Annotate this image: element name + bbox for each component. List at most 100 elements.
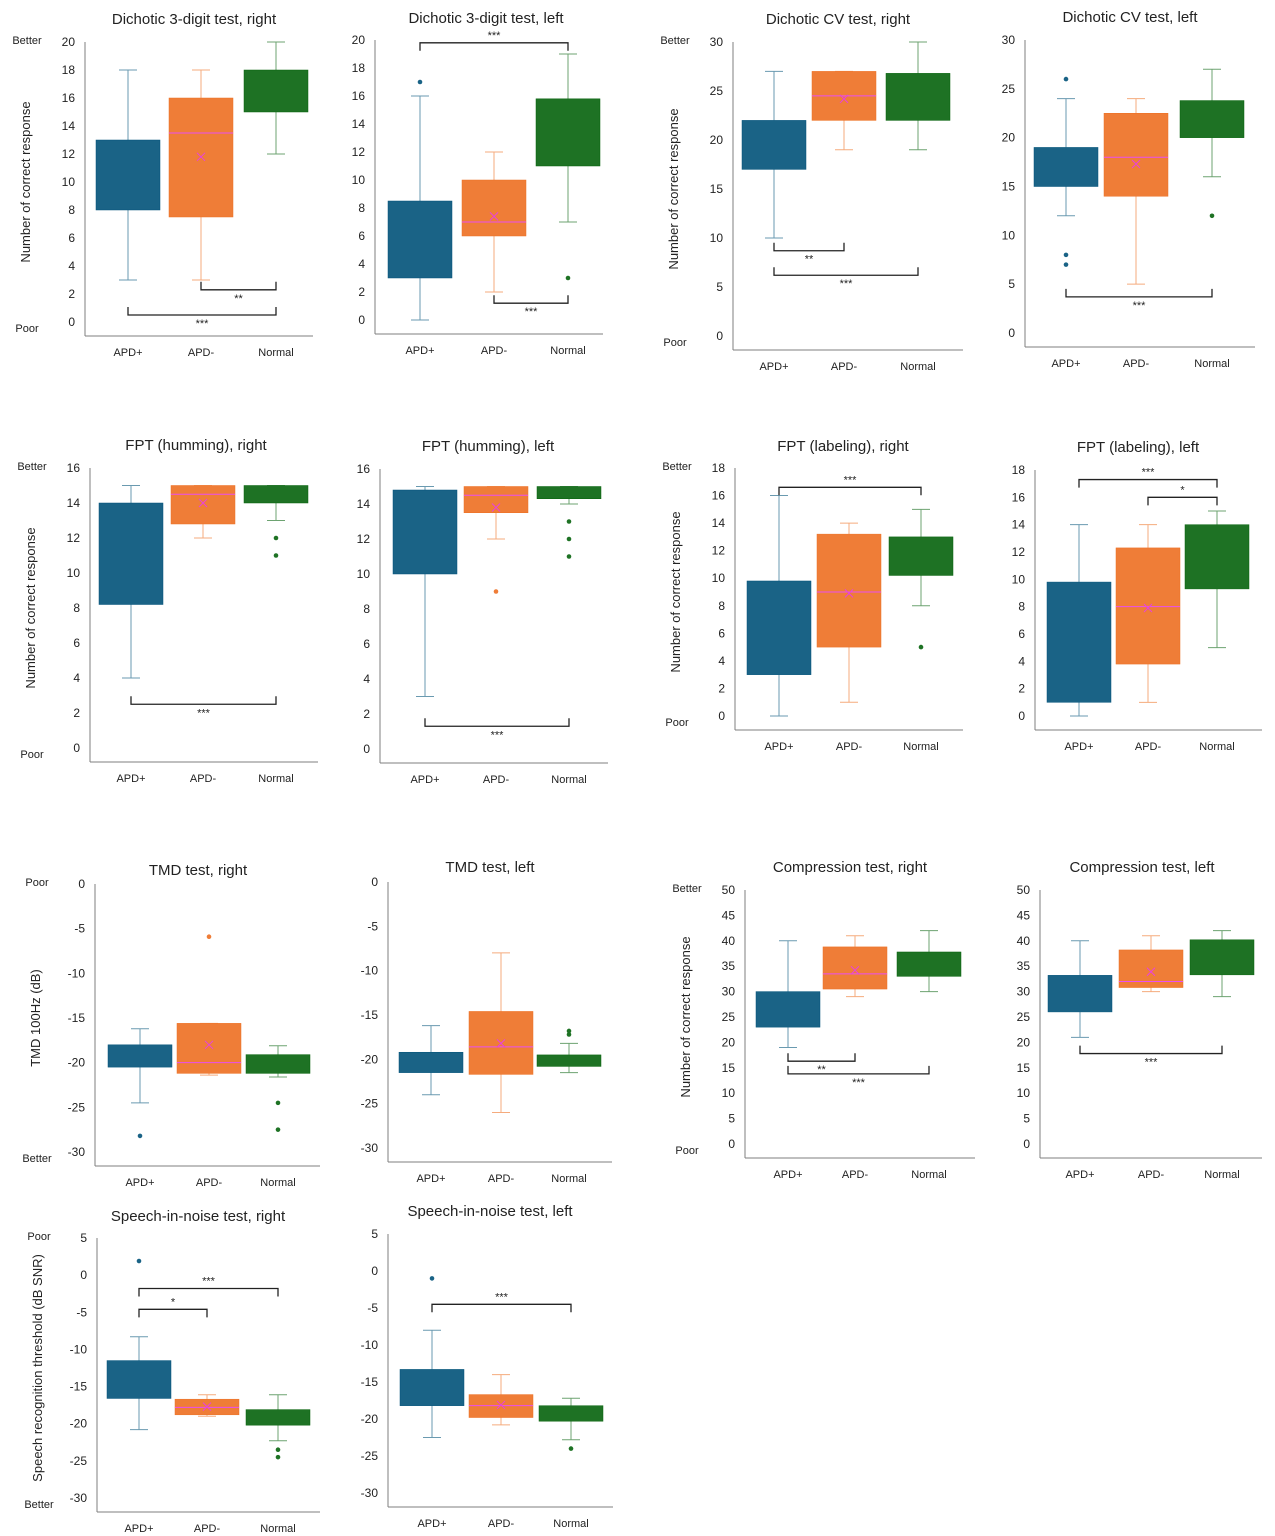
outlier-point (566, 519, 572, 524)
chart-panel-6: FPT (humming), left 16 14 12 10 8 6 4 2 0 APD+ APD-… (357, 438, 608, 786)
outlier-point (206, 934, 212, 940)
box-normal (243, 69, 309, 113)
category-label: Normal (260, 1523, 295, 1535)
y-tick-label: 14 (352, 117, 366, 131)
y-tick-label: 10 (1017, 1086, 1031, 1100)
category-label: APD- (836, 741, 863, 753)
chart-panel-13: Speech-in-noise test, right 5 0 -5 -10 -15 -20… (24, 1208, 320, 1535)
chart-panel-7: FPT (labeling), right 18 16 14 12 10 8 6 4 2 0 Bett… (662, 438, 963, 753)
y-tick-label: 0 (358, 313, 365, 327)
outlier-point (565, 275, 571, 281)
outlier-point (1063, 252, 1069, 258)
y-tick-label: 20 (722, 1035, 736, 1049)
chart-title: Compression test, right (773, 859, 928, 876)
y-tick-label: 25 (722, 1010, 736, 1024)
box-normal (535, 98, 601, 167)
outlier-point (273, 553, 279, 558)
chart-panel-3: Dichotic CV test, right 30 25 20 15 10 5 0 Bette… (660, 11, 963, 373)
mean-marker (202, 1402, 212, 1411)
y-tick-label: 15 (710, 182, 724, 196)
mean-marker (850, 965, 860, 975)
box-normal (245, 1409, 311, 1426)
significance-bracket (419, 42, 569, 51)
category-label: APD+ (113, 347, 142, 359)
box-apdplus (741, 120, 807, 170)
category-label: APD- (488, 1173, 515, 1185)
y-tick-label: -15 (361, 1008, 379, 1022)
y-tick-label: 16 (62, 91, 76, 105)
y-tick-label: 0 (78, 877, 85, 891)
y-tick-label: -5 (76, 1305, 87, 1319)
y-tick-label: 5 (80, 1231, 87, 1245)
chart-panel-10: TMD test, left 0 -5 -10 -15 -20 -25 -30 APD+ APD-… (361, 859, 612, 1185)
significance-label: *** (202, 1276, 216, 1288)
significance-bracket (138, 1287, 279, 1297)
mean-marker (1143, 603, 1153, 613)
box-normal (245, 1054, 311, 1074)
y-tick-label: 14 (357, 497, 371, 511)
y-tick-label: -30 (361, 1141, 379, 1155)
outlier-point (1063, 262, 1069, 267)
y-tick-label: 12 (1012, 545, 1026, 559)
y-tick-label: 6 (358, 229, 365, 243)
box-normal (1189, 939, 1255, 976)
category-label: APD+ (1051, 358, 1080, 370)
significance-bracket (130, 696, 277, 705)
category-label: Normal (551, 1173, 586, 1185)
outlier-point (568, 1446, 574, 1451)
box-normal (536, 1054, 602, 1067)
category-label: APD- (190, 773, 217, 785)
box-apdplus (107, 1044, 173, 1068)
box-apdminus (822, 946, 888, 990)
y-tick-label: 50 (722, 883, 736, 897)
significance-bracket (787, 1053, 856, 1062)
chart-title: Speech-in-noise test, right (111, 1208, 286, 1225)
category-label: Normal (551, 774, 586, 786)
significance-bracket (773, 267, 919, 276)
category-label: Normal (258, 347, 293, 359)
y-tick-label: 15 (722, 1061, 736, 1075)
significance-label: *** (197, 707, 211, 719)
y-tick-label: 2 (358, 285, 365, 299)
significance-label: *** (525, 306, 539, 318)
category-label: Normal (900, 361, 935, 373)
y-tick-label: 8 (68, 203, 75, 217)
y-axis-title: TMD 100Hz (dB) (28, 969, 43, 1067)
y-tick-label: 25 (1017, 1010, 1031, 1024)
category-label: APD- (483, 774, 510, 786)
significance-bracket (773, 242, 845, 252)
box-apdminus (1115, 547, 1181, 665)
y-tick-label: -30 (361, 1486, 379, 1500)
y-tick-label: 4 (68, 259, 75, 273)
outlier-point (273, 535, 279, 541)
top-quality-label: Better (672, 883, 702, 895)
category-label: Normal (1194, 358, 1229, 370)
significance-bracket (1065, 288, 1213, 298)
box-normal (888, 536, 954, 576)
top-quality-label: Better (660, 35, 690, 47)
category-label: Normal (1204, 1169, 1239, 1181)
significance-bracket (1079, 1045, 1223, 1055)
category-label: APD+ (410, 774, 439, 786)
y-tick-label: 20 (1017, 1035, 1031, 1049)
y-tick-label: 14 (1012, 518, 1026, 532)
outlier-point (137, 1133, 143, 1139)
y-tick-label: 5 (1008, 277, 1015, 291)
box-normal (1184, 524, 1250, 590)
bottom-quality-label: Poor (663, 337, 687, 349)
box-apdplus (387, 200, 453, 279)
outlier-point (566, 554, 572, 559)
category-label: APD- (842, 1169, 869, 1181)
outlier-point (493, 589, 499, 594)
significance-label: *** (852, 1077, 866, 1089)
box-apdminus (461, 179, 527, 237)
chart-title: Dichotic 3-digit test, left (408, 10, 564, 27)
box-apdplus (1046, 581, 1112, 703)
y-tick-label: 16 (712, 489, 726, 503)
y-tick-label: 0 (718, 709, 725, 723)
y-tick-label: 18 (712, 461, 726, 475)
outlier-point (275, 1100, 281, 1106)
significance-bracket (424, 718, 570, 727)
chart-panel-4: Dichotic CV test, left 30 25 20 15 10 5 0 APD+ AP… (1002, 9, 1255, 370)
